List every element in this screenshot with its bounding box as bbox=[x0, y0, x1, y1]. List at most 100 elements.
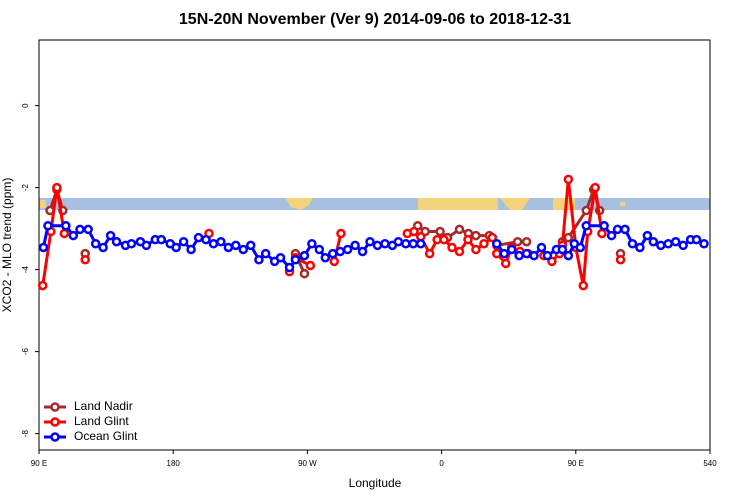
data-point bbox=[536, 242, 547, 253]
data-point bbox=[487, 232, 498, 243]
plot-frame bbox=[38, 39, 711, 451]
data-point bbox=[627, 239, 638, 249]
data-point bbox=[52, 182, 62, 193]
data-point bbox=[581, 205, 591, 216]
data-point bbox=[59, 228, 70, 239]
legend-marker bbox=[50, 432, 60, 442]
data-point bbox=[141, 240, 152, 251]
data-point bbox=[521, 236, 532, 247]
data-point bbox=[365, 236, 375, 247]
data-point bbox=[563, 174, 574, 185]
data-point bbox=[284, 262, 295, 273]
data-point bbox=[299, 268, 310, 279]
data-point bbox=[290, 255, 301, 265]
data-point bbox=[178, 236, 189, 247]
data-point bbox=[454, 224, 465, 235]
y-tick-label: -6 bbox=[21, 347, 30, 355]
data-point bbox=[201, 234, 211, 245]
data-point bbox=[320, 252, 331, 263]
x-tick-label: 180 bbox=[167, 459, 181, 468]
data-point bbox=[61, 220, 71, 231]
data-point bbox=[393, 236, 404, 247]
data-point bbox=[254, 255, 264, 265]
data-point bbox=[186, 244, 196, 255]
land-mask-strip bbox=[39, 198, 710, 210]
data-point bbox=[68, 230, 79, 241]
legend-label: Land Glint bbox=[74, 414, 129, 428]
data-point bbox=[401, 239, 411, 249]
data-point bbox=[479, 239, 489, 249]
data-point bbox=[678, 240, 688, 251]
data-point bbox=[305, 260, 316, 271]
data-point bbox=[499, 248, 509, 259]
data-point bbox=[126, 239, 137, 249]
data-point bbox=[223, 242, 234, 253]
data-point bbox=[327, 248, 338, 259]
series bbox=[38, 220, 709, 273]
x-tick-label: 90 W bbox=[298, 459, 317, 468]
legend-label: Ocean Glint bbox=[74, 429, 138, 443]
x-tick-label: 90 E bbox=[568, 459, 584, 468]
data-point bbox=[691, 234, 702, 245]
data-point bbox=[350, 240, 360, 251]
legend-marker bbox=[50, 417, 60, 427]
data-point bbox=[492, 248, 502, 259]
series bbox=[37, 174, 626, 291]
data-point bbox=[590, 182, 600, 193]
data-point bbox=[663, 239, 673, 249]
data-point bbox=[275, 252, 286, 263]
data-point bbox=[642, 230, 653, 241]
data-point bbox=[670, 236, 681, 247]
x-axis-label: Longitude bbox=[349, 476, 402, 490]
data-point bbox=[299, 250, 310, 261]
data-point bbox=[335, 246, 345, 257]
data-point bbox=[231, 240, 241, 251]
data-point bbox=[563, 232, 574, 243]
data-point bbox=[38, 242, 49, 253]
data-point bbox=[260, 248, 271, 259]
data-point bbox=[547, 256, 557, 267]
data-point bbox=[575, 242, 586, 253]
data-point bbox=[454, 246, 465, 257]
chart-title: 15N-20N November (Ver 9) 2014-09-06 to 2… bbox=[179, 11, 571, 28]
data-point bbox=[216, 236, 226, 247]
series-line bbox=[41, 187, 66, 286]
y-tick-label: 0 bbox=[21, 103, 30, 108]
data-point bbox=[599, 220, 609, 231]
data-point bbox=[512, 236, 523, 247]
data-point bbox=[635, 242, 645, 253]
legend-marker bbox=[50, 402, 60, 412]
data-point bbox=[615, 255, 626, 265]
y-axis-label: XCO2 - MLO trend (ppm) bbox=[0, 178, 14, 313]
data-point bbox=[597, 228, 607, 239]
data-point bbox=[620, 224, 630, 235]
data-point bbox=[307, 239, 317, 249]
data-point bbox=[447, 242, 457, 253]
data-point bbox=[408, 239, 419, 249]
data-point bbox=[606, 230, 617, 241]
data-point bbox=[409, 226, 419, 237]
data-point bbox=[156, 234, 167, 245]
data-point bbox=[314, 244, 325, 255]
data-point bbox=[37, 280, 48, 291]
data-point bbox=[357, 246, 368, 257]
data-point bbox=[439, 234, 449, 245]
data-point bbox=[557, 244, 568, 255]
data-point bbox=[581, 220, 591, 231]
data-point bbox=[98, 242, 108, 253]
data-point bbox=[105, 230, 116, 241]
data-point bbox=[563, 250, 574, 261]
data-point bbox=[612, 224, 623, 235]
y-tick-label: -2 bbox=[21, 183, 30, 191]
data-point bbox=[111, 236, 122, 247]
data-point bbox=[424, 248, 435, 259]
data-point bbox=[75, 224, 85, 235]
data-point bbox=[380, 239, 390, 249]
x-tick-label: 0 bbox=[439, 459, 444, 468]
data-point bbox=[529, 250, 539, 261]
data-point bbox=[329, 256, 339, 267]
data-point bbox=[514, 250, 524, 261]
data-point bbox=[43, 220, 53, 231]
data-point bbox=[90, 239, 101, 249]
